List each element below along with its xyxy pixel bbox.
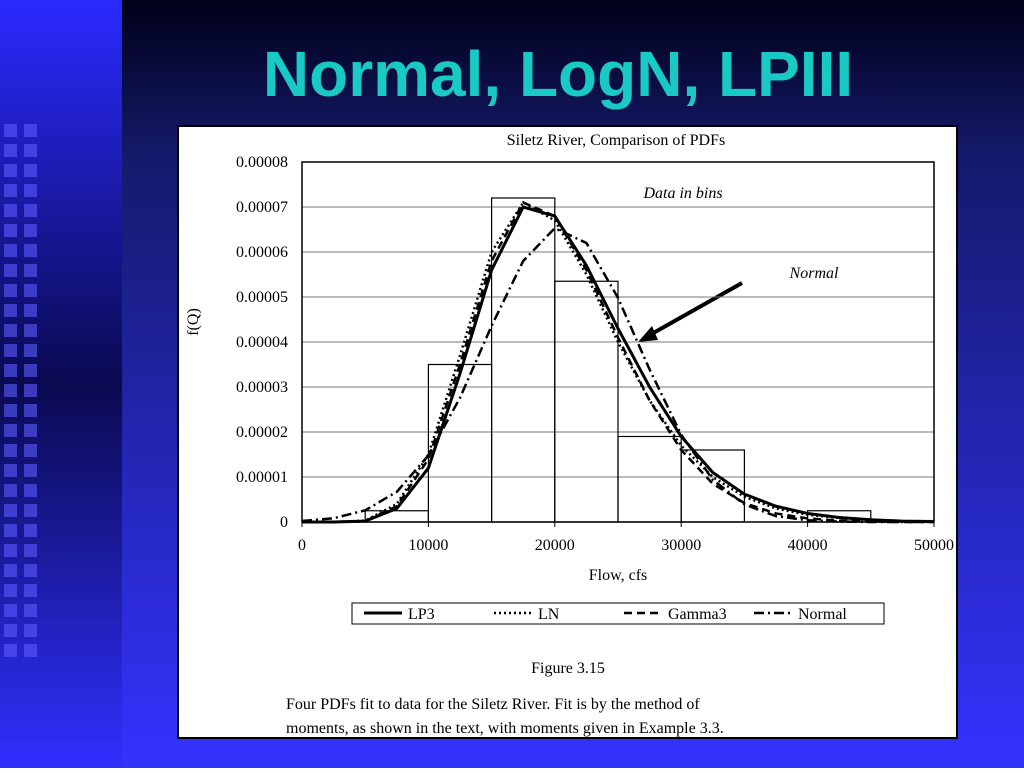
- y-tick-label: 0: [280, 514, 288, 531]
- figure-label: Figure 3.15: [531, 660, 605, 677]
- y-tick-label: 0.00004: [236, 334, 288, 351]
- y-axis-label: f(Q): [185, 308, 202, 336]
- decor-squares: [0, 120, 40, 660]
- y-tick-label: 0.00001: [236, 469, 288, 486]
- legend-label: LN: [538, 606, 560, 623]
- pdf-line: [302, 205, 935, 524]
- x-tick-label: 40000: [788, 537, 828, 554]
- annotation: Data in bins: [642, 185, 722, 202]
- y-tick-label: 0.00003: [236, 379, 288, 396]
- x-tick-label: 0: [298, 537, 306, 554]
- y-tick-label: 0.00005: [236, 289, 288, 306]
- y-tick-label: 0.00002: [236, 424, 288, 441]
- annotation-arrow: [647, 281, 743, 338]
- annotation: Normal: [789, 265, 839, 282]
- x-tick-label: 20000: [535, 537, 575, 554]
- legend-label: Normal: [798, 606, 847, 623]
- chart-title: Siletz River, Comparison of PDFs: [507, 132, 725, 149]
- y-tick-label: 0.00006: [236, 244, 288, 261]
- x-axis-label: Flow, cfs: [589, 567, 648, 584]
- slide-title: Normal, LogN, LPIII: [263, 38, 853, 110]
- y-tick-label: 0.00007: [236, 199, 288, 216]
- legend-label: LP3: [408, 606, 435, 623]
- x-tick-label: 10000: [408, 537, 448, 554]
- pdf-line: [301, 226, 934, 524]
- legend-box: [351, 602, 885, 625]
- x-tick-label: 30000: [661, 537, 701, 554]
- legend-label: Gamma3: [668, 606, 727, 623]
- plot-frame: [301, 161, 935, 523]
- y-tick-label: 0.00008: [236, 154, 288, 171]
- caption: Four PDFs fit to data for the Siletz Riv…: [286, 696, 700, 713]
- x-tick-label: 50000: [914, 537, 954, 554]
- caption: moments, as shown in the text, with mome…: [286, 720, 724, 737]
- arrow-head: [638, 326, 658, 342]
